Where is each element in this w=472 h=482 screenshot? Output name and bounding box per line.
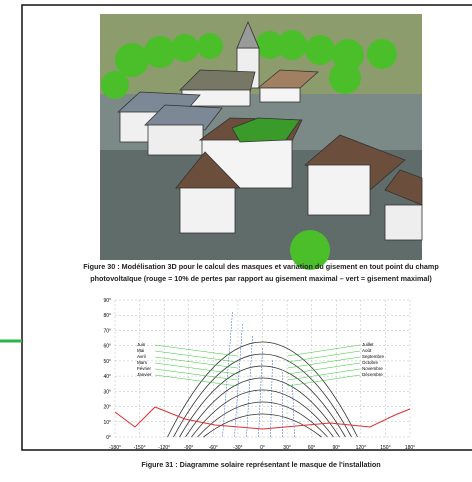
x-axis-label: -180° [109, 445, 121, 451]
x-axis-label: -150° [134, 445, 146, 451]
month-leader [287, 344, 361, 357]
trees [101, 30, 397, 270]
month-leader [287, 374, 361, 387]
sun-path [167, 341, 358, 438]
x-axis-label: 180° [405, 445, 415, 451]
x-axis-label: 30° [283, 445, 291, 451]
month-leader [287, 356, 361, 369]
month-label: Avril [137, 354, 146, 359]
month-leader [154, 344, 238, 357]
y-axis-label: 90° [103, 298, 111, 304]
month-label: Novembre [362, 366, 383, 371]
month-leader [287, 350, 361, 363]
y-axis-label: 0° [106, 435, 111, 441]
x-axis-label: 150° [380, 445, 390, 451]
x-axis-label: -60° [209, 445, 218, 451]
month-label: Juillet [362, 342, 374, 347]
sun-path [179, 365, 346, 438]
solar-diagram: 90° 80° 70° 60° 50° 40° 30° 20° 10° 0° -180° -150° -… [103, 298, 415, 451]
figure-caption: photovoltaïque (rouge = 10% de pertes pa… [90, 274, 432, 283]
month-label: Octobre [362, 360, 379, 365]
month-label: Février [137, 366, 152, 371]
y-axis-label: 40° [103, 374, 111, 380]
x-axis-label: 90° [332, 445, 340, 451]
y-axis-label: 30° [103, 389, 111, 395]
month-leader [154, 374, 238, 387]
y-axis-label: 10° [103, 420, 111, 426]
x-axis-label: 120° [356, 445, 366, 451]
x-axis-label: 0° [260, 445, 265, 451]
y-axis-label: 20° [103, 405, 111, 411]
x-axis-label: -90° [184, 445, 193, 451]
month-leader [154, 350, 238, 363]
sun-path [197, 401, 328, 438]
month-label: Décembre [362, 372, 383, 377]
figure-caption: Figure 31 : Diagramme solaire représenta… [141, 460, 380, 469]
y-axis-label: 60° [103, 344, 111, 350]
month-label: Mai [137, 348, 144, 353]
horizon-mask [114, 406, 411, 430]
month-leader [154, 362, 238, 375]
y-axis-label: 50° [103, 359, 111, 365]
y-axis-label: 70° [103, 328, 111, 334]
y-axis-label: 80° [103, 313, 111, 319]
houses [117, 20, 423, 241]
x-axis-label: -120° [158, 445, 170, 451]
x-axis-label: -30° [233, 445, 242, 451]
month-label: Août [362, 348, 372, 353]
figure-caption: Figure 30 : Modélisation 3D pour le calc… [83, 262, 439, 271]
sun-path [185, 377, 340, 438]
month-leader [287, 362, 361, 375]
hour-line [234, 323, 243, 438]
month-leader [154, 356, 238, 369]
sun-path [203, 413, 322, 438]
hour-line [246, 335, 253, 438]
month-label: Juin [137, 342, 146, 347]
month-label: Janvier [137, 372, 152, 377]
month-label: Mars [137, 360, 148, 365]
month-label: Septembre [362, 354, 385, 359]
month-leader [287, 368, 361, 381]
x-axis-label: 60° [308, 445, 316, 451]
sun-path [173, 353, 352, 438]
hour-line [270, 359, 273, 438]
month-leader [154, 368, 238, 381]
sun-path [191, 389, 334, 438]
scene-3d [100, 14, 423, 270]
